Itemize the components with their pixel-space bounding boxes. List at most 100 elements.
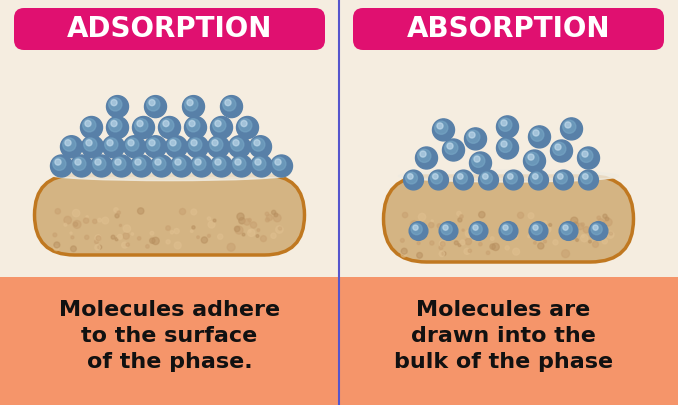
- Circle shape: [187, 100, 193, 106]
- Circle shape: [578, 147, 599, 169]
- Circle shape: [108, 119, 122, 132]
- Circle shape: [271, 233, 276, 239]
- Circle shape: [534, 241, 536, 244]
- Circle shape: [144, 96, 167, 117]
- Circle shape: [589, 234, 592, 237]
- Circle shape: [420, 151, 426, 157]
- Circle shape: [433, 174, 438, 179]
- Circle shape: [403, 170, 423, 190]
- Circle shape: [65, 140, 71, 146]
- Circle shape: [469, 132, 475, 138]
- FancyBboxPatch shape: [35, 175, 304, 255]
- Circle shape: [513, 248, 519, 255]
- Circle shape: [572, 222, 579, 228]
- Circle shape: [70, 232, 72, 234]
- Circle shape: [411, 224, 422, 235]
- Circle shape: [135, 159, 141, 165]
- Circle shape: [523, 150, 546, 172]
- Circle shape: [416, 147, 437, 169]
- Circle shape: [191, 155, 212, 177]
- Circle shape: [138, 208, 144, 214]
- Circle shape: [276, 226, 283, 233]
- Circle shape: [128, 140, 134, 146]
- Circle shape: [557, 174, 563, 179]
- Circle shape: [428, 170, 448, 190]
- Circle shape: [123, 225, 131, 232]
- Circle shape: [213, 157, 226, 171]
- Circle shape: [231, 155, 252, 177]
- Circle shape: [161, 119, 174, 132]
- Circle shape: [431, 220, 433, 222]
- Circle shape: [410, 221, 418, 228]
- Circle shape: [218, 234, 223, 239]
- Circle shape: [504, 170, 523, 190]
- Circle shape: [115, 159, 121, 165]
- Circle shape: [175, 159, 181, 165]
- Circle shape: [71, 155, 92, 177]
- Circle shape: [486, 251, 490, 254]
- Ellipse shape: [51, 169, 288, 181]
- Circle shape: [538, 243, 544, 249]
- Circle shape: [597, 222, 601, 226]
- Circle shape: [111, 120, 117, 127]
- Circle shape: [207, 217, 211, 220]
- Circle shape: [64, 223, 67, 226]
- Circle shape: [222, 98, 236, 111]
- Circle shape: [83, 119, 96, 132]
- Circle shape: [265, 212, 268, 216]
- Circle shape: [149, 100, 155, 106]
- Circle shape: [180, 209, 186, 215]
- Circle shape: [138, 237, 141, 240]
- Circle shape: [499, 118, 512, 131]
- Circle shape: [184, 98, 198, 111]
- Circle shape: [401, 248, 407, 254]
- Circle shape: [186, 136, 209, 158]
- Circle shape: [479, 211, 485, 218]
- Circle shape: [589, 222, 608, 240]
- Circle shape: [197, 236, 199, 239]
- Circle shape: [98, 245, 102, 249]
- Circle shape: [501, 141, 507, 147]
- Circle shape: [565, 122, 571, 128]
- Circle shape: [73, 220, 81, 228]
- Circle shape: [442, 223, 445, 226]
- Circle shape: [150, 238, 155, 243]
- Circle shape: [563, 225, 568, 230]
- Circle shape: [208, 221, 215, 228]
- Circle shape: [528, 126, 551, 148]
- Circle shape: [231, 138, 244, 151]
- Circle shape: [242, 233, 245, 236]
- Circle shape: [155, 159, 161, 165]
- Circle shape: [152, 237, 159, 245]
- Circle shape: [233, 140, 239, 146]
- Circle shape: [428, 222, 434, 228]
- Circle shape: [85, 235, 89, 239]
- Circle shape: [499, 139, 512, 152]
- Circle shape: [582, 151, 588, 157]
- FancyBboxPatch shape: [384, 176, 633, 262]
- Circle shape: [593, 225, 598, 230]
- Circle shape: [191, 230, 193, 232]
- Text: ADSORPTION: ADSORPTION: [67, 15, 272, 43]
- Circle shape: [439, 241, 445, 247]
- Circle shape: [508, 174, 513, 179]
- Circle shape: [447, 143, 453, 149]
- Circle shape: [411, 228, 414, 231]
- Circle shape: [254, 140, 260, 146]
- Circle shape: [501, 224, 513, 235]
- Circle shape: [220, 96, 243, 117]
- Circle shape: [402, 212, 407, 218]
- Circle shape: [418, 149, 431, 162]
- Circle shape: [513, 234, 518, 239]
- FancyBboxPatch shape: [14, 8, 325, 50]
- Text: Molecules adhere
to the surface
of the phase.: Molecules adhere to the surface of the p…: [59, 301, 280, 372]
- Circle shape: [241, 120, 247, 127]
- Circle shape: [437, 224, 441, 228]
- Circle shape: [182, 96, 205, 117]
- Circle shape: [528, 154, 534, 160]
- Circle shape: [598, 219, 604, 225]
- Circle shape: [431, 172, 443, 184]
- Circle shape: [53, 157, 66, 171]
- Circle shape: [104, 138, 118, 151]
- Circle shape: [409, 222, 428, 240]
